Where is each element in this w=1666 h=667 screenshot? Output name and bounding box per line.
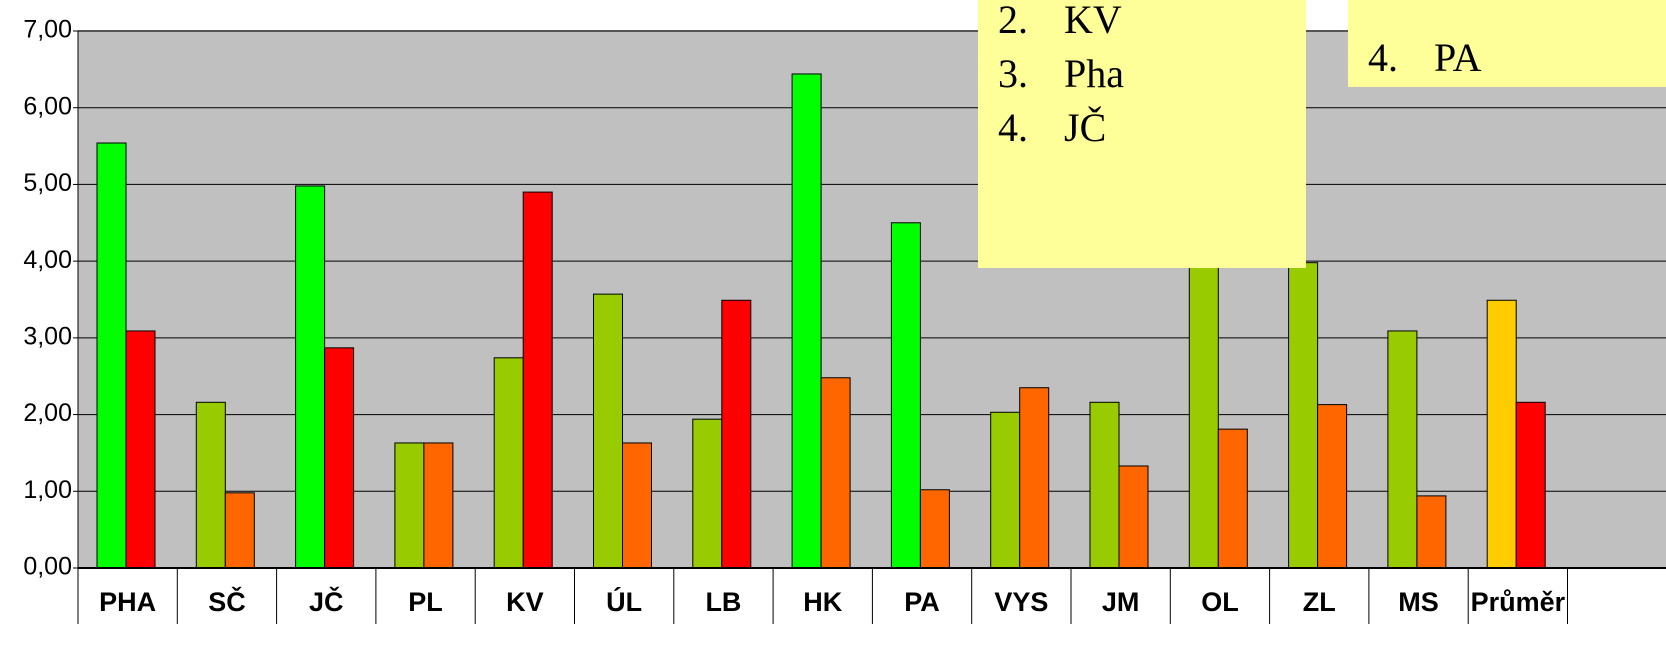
x-tick-label: KV <box>506 587 544 617</box>
note-item: 2. KV <box>998 0 1122 43</box>
bar <box>622 442 652 569</box>
bar <box>1317 404 1348 569</box>
item-text: PA <box>1434 35 1482 80</box>
bar <box>1188 266 1219 569</box>
bar <box>195 401 226 569</box>
x-tick-label: PL <box>408 587 443 617</box>
bar <box>1288 262 1319 569</box>
note-item: 4. JČ <box>998 104 1106 151</box>
bar <box>423 442 454 569</box>
y-tick-label: 4,00 <box>23 246 72 274</box>
x-tick-label: MS <box>1398 587 1439 617</box>
bar <box>1217 428 1248 569</box>
y-tick-label: 7,00 <box>23 16 72 44</box>
x-tick-label: ZL <box>1303 587 1336 617</box>
note-item: 4. PA <box>1368 34 1481 81</box>
y-tick-label: 5,00 <box>23 169 72 197</box>
bar <box>1486 299 1517 569</box>
x-tick-label: ÚL <box>606 586 642 617</box>
x-tick-label: VYS <box>994 587 1048 617</box>
y-tick-label: 2,00 <box>23 399 72 427</box>
note-item: 3. Pha <box>998 50 1124 97</box>
y-tick-label: 3,00 <box>23 322 72 350</box>
item-number: 3. <box>1368 0 1398 8</box>
note: 3. JČ 4. PA <box>1348 0 1666 87</box>
y-tick-label: 1,00 <box>23 476 72 504</box>
x-tick-label: Průměr <box>1471 587 1566 617</box>
bar <box>493 357 524 569</box>
bar <box>1416 495 1447 569</box>
bar <box>721 299 752 569</box>
item-text: Pha <box>1064 51 1124 96</box>
y-tick-label: 0,00 <box>23 553 72 581</box>
item-text: JČ <box>1064 105 1107 150</box>
bar <box>394 442 425 569</box>
bar <box>125 330 156 569</box>
bar <box>224 492 255 569</box>
item-text: KV <box>1064 0 1122 42</box>
item-number: 4. <box>998 105 1028 150</box>
bar <box>990 411 1021 569</box>
x-tick-label: JM <box>1102 587 1140 617</box>
x-tick-label: SČ <box>208 586 246 617</box>
bar <box>1387 330 1418 569</box>
bar <box>1515 401 1546 569</box>
item-number: 4. <box>1368 35 1398 80</box>
bar <box>522 191 553 569</box>
bar <box>820 377 851 569</box>
bar <box>593 293 623 569</box>
note-item: 3. JČ <box>1368 0 1476 9</box>
bar <box>96 142 127 569</box>
item-text: JČ <box>1434 0 1476 9</box>
bar <box>791 73 822 569</box>
x-tick-label: LB <box>705 587 741 617</box>
bar <box>890 222 921 569</box>
x-tick-label: JČ <box>309 586 344 617</box>
item-number: 3. <box>998 51 1028 96</box>
bar <box>295 185 326 569</box>
bar <box>1019 387 1050 569</box>
bar <box>324 347 355 569</box>
note: 2. KV 3. Pha 4. JČ <box>978 0 1306 268</box>
bar <box>919 489 950 569</box>
x-tick-label: HK <box>803 587 842 617</box>
x-tick-label: PA <box>904 587 940 617</box>
x-tick-label: PHA <box>99 587 156 617</box>
bar <box>1089 401 1120 569</box>
item-number: 2. <box>998 0 1028 42</box>
y-tick-label: 6,00 <box>23 92 72 120</box>
bar <box>692 418 723 569</box>
bar <box>1118 465 1149 569</box>
x-tick-label: OL <box>1201 587 1239 617</box>
